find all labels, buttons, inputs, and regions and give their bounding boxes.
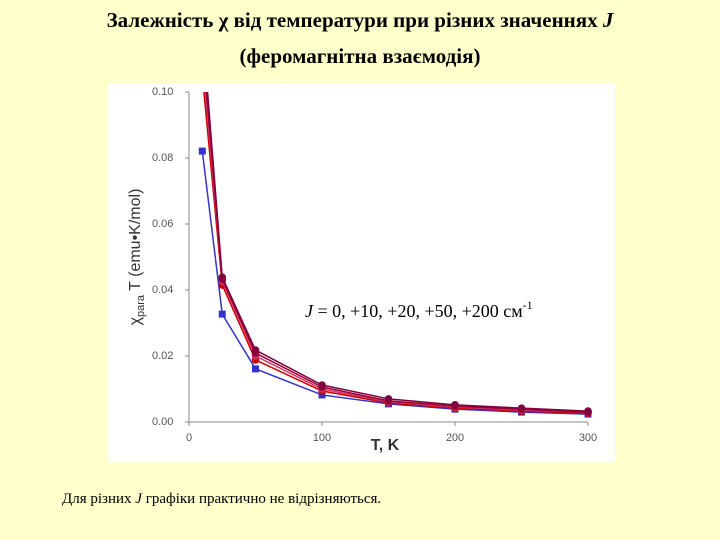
title-text: Залежність χ від температури при різних … (107, 8, 603, 32)
marker (384, 395, 393, 403)
footer-italic: J (135, 491, 143, 507)
x-tick-label: 200 (446, 432, 464, 444)
series-line (206, 92, 589, 412)
y-tick-label: 0.10 (152, 86, 173, 98)
annotation-sup: -1 (523, 298, 533, 312)
title-text: (феромагнітна взаємодія) (239, 44, 480, 68)
marker (251, 346, 260, 354)
x-tick-label: 100 (313, 432, 331, 444)
series-line (205, 92, 589, 413)
marker (218, 273, 227, 281)
series-line (201, 150, 589, 415)
y-label-sub: para (135, 294, 147, 317)
marker (199, 72, 207, 80)
y-tick-label: 0.06 (152, 218, 173, 230)
x-tick-label: 0 (186, 432, 192, 444)
x-tick-label: 300 (579, 432, 597, 444)
footer-text: Для різних (62, 491, 135, 507)
chart-title: Залежність χ від температури при різних … (107, 8, 615, 32)
annotation-italic: J (305, 301, 314, 321)
marker (318, 391, 326, 399)
marker (199, 39, 207, 47)
plot-area (198, 39, 592, 418)
marker (252, 365, 259, 373)
chart-subtitle: (феромагнітна взаємодія) (239, 44, 480, 68)
marker (451, 401, 459, 409)
y-label-text: χ (127, 316, 144, 325)
marker (218, 310, 226, 318)
x-axis-label: T, K (371, 437, 400, 454)
y-tick-label: 0.04 (152, 284, 173, 296)
y-axis-label: χpara T (emu•K/mol) (127, 189, 147, 326)
marker (198, 147, 206, 155)
title-italic: J (602, 8, 615, 32)
footer-text: графіки практично не відрізняються. (142, 491, 381, 507)
y-tick-label: 0.00 (152, 416, 173, 428)
y-label-text: T (emu•K/mol) (127, 189, 144, 295)
chart-background (108, 83, 615, 462)
marker (199, 55, 207, 63)
series-line (204, 92, 589, 413)
annotation: J = 0, +10, +20, +50, +200 см-1 (305, 298, 533, 321)
footer: Для різних J графіки практично не відріз… (62, 491, 381, 507)
marker (517, 404, 526, 412)
marker (318, 381, 326, 389)
y-tick-label: 0.08 (152, 152, 173, 164)
y-tick-label: 0.02 (152, 350, 173, 362)
marker (584, 407, 592, 415)
annotation-text: = 0, +10, +20, +50, +200 см (313, 301, 523, 321)
series-line (203, 92, 589, 414)
